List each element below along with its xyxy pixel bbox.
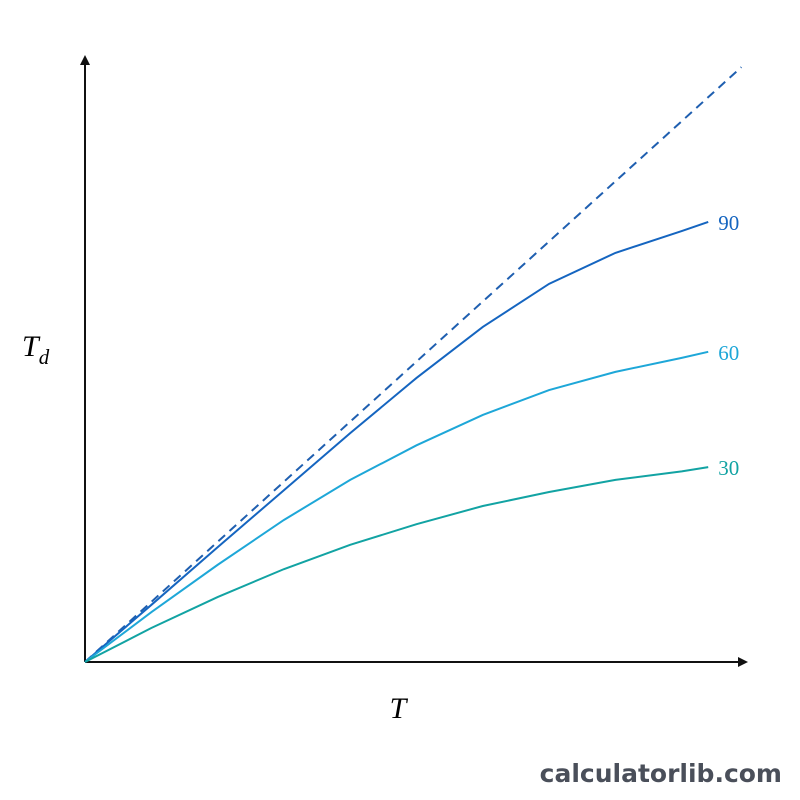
y-axis-arrow [80, 55, 90, 65]
x-axis-arrow [738, 657, 748, 667]
series-line [84, 466, 709, 663]
reference-line [84, 66, 743, 663]
watermark: calculatorlib.com [540, 759, 782, 788]
y-label-sub: d [39, 345, 50, 369]
series-line [84, 350, 709, 663]
y-axis-label: Td [22, 330, 50, 369]
x-axis-label: T [390, 692, 409, 725]
series-label: 90 [718, 211, 739, 235]
series-label: 30 [718, 456, 739, 480]
series-label: 60 [718, 341, 739, 365]
series-line [84, 220, 709, 663]
y-label-main: T [22, 330, 41, 363]
